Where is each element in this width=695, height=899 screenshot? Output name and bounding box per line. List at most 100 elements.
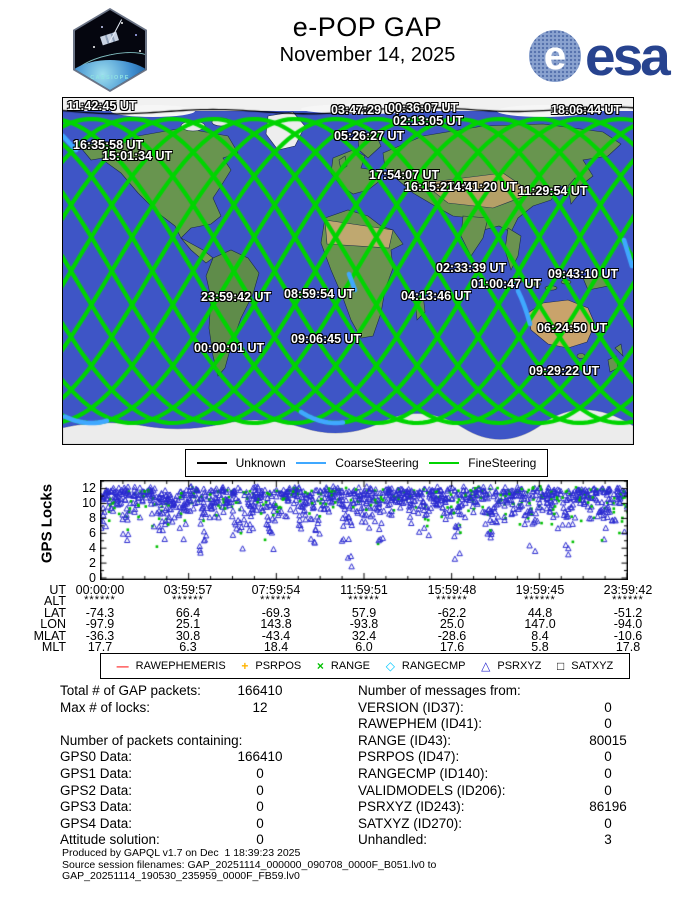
track-time-label: 15:01:34 UT xyxy=(102,149,173,163)
y-tick-label: 4 xyxy=(89,541,96,555)
axis-annotation-value: 6.3 xyxy=(179,640,197,655)
axis-annotation-row: LAT -74.3 66.4 -69.3 57.9 -62.2 44.8 -51.2 xyxy=(0,605,695,620)
axis-annotation-label: LAT xyxy=(44,605,66,620)
stat-label: GPS0 Data: xyxy=(60,749,133,765)
track-time-label: 16:15:27 UT xyxy=(404,180,475,194)
stat-value: 0 xyxy=(256,832,264,848)
track-time-label: 16:35:58 UT xyxy=(73,138,144,152)
stat-label: PSRXYZ (ID243): xyxy=(358,799,465,815)
axis-annotation-label: MLT xyxy=(41,640,66,655)
stat-value: 0 xyxy=(604,699,612,715)
stat-label: GPS4 Data: xyxy=(60,815,133,831)
report-footer: Produced by GAPQL v1.7 on Dec 1 18:39:23… xyxy=(62,847,436,883)
stat-row: PSRXYZ (ID243): 86196 xyxy=(358,799,658,816)
stat-value: 0 xyxy=(604,815,612,831)
track-time-label: 09:43:10 UT xyxy=(548,267,619,281)
stat-value: 0 xyxy=(604,716,612,732)
stat-value: 0 xyxy=(256,782,264,798)
axis-annotation-value: -10.6 xyxy=(613,628,643,643)
stat-label: Number of messages from: xyxy=(358,683,521,698)
stat-label: SATXYZ (ID270): xyxy=(358,815,463,831)
axis-annotation-value: 17.8 xyxy=(615,640,641,655)
legend-line-sample xyxy=(296,461,327,465)
axis-annotation-value: 147.0 xyxy=(524,617,556,632)
ground-track-overlay xyxy=(63,98,633,444)
stat-value: 166410 xyxy=(237,749,283,765)
stat-label: RANGE (ID43): xyxy=(358,732,452,748)
source-files-line-2: GAP_20251114_190530_235959_0000F_FB59.lv… xyxy=(62,870,300,882)
axis-annotation-value: ****** xyxy=(348,594,380,607)
axis-annotation-value: -36.3 xyxy=(85,628,115,643)
axis-annotation-row: MLAT -36.3 30.8 -43.4 32.4 -28.6 8.4 -10.6 xyxy=(0,628,695,643)
axis-annotation-row: UT 00:00:00 03:59:57 07:59:54 11:59:51 15:59:… xyxy=(0,583,695,597)
legend-label: PSRXYZ xyxy=(497,660,542,672)
track-time-label: 09:06:45 UT xyxy=(291,332,362,346)
y-tick-label: 8 xyxy=(89,511,96,525)
marker-legend-item: □ SATXYZ xyxy=(557,660,613,672)
stat-label: PSRPOS (ID47): xyxy=(358,749,460,765)
world-map: 11:42:45 UT 03:47:29 UT 00:36:07 UT 02:13:0… xyxy=(62,97,634,445)
steering-legend-item: Unknown xyxy=(196,456,286,470)
axis-annotation-value: 6.0 xyxy=(355,640,373,655)
stat-row: Number of messages from: xyxy=(358,683,658,700)
track-time-label: 06:24:50 UT xyxy=(537,321,608,335)
marker-legend-item: + PSRPOS xyxy=(241,660,301,672)
track-time-label: 23:59:42 UT xyxy=(201,290,272,304)
message-stats-column: Number of messages from: VERSION (ID37): 0… xyxy=(358,683,658,849)
stat-value: 0 xyxy=(604,782,612,798)
track-time-label: 04:13:46 UT xyxy=(401,289,472,303)
open-diamond-marker-icon: ◇ xyxy=(385,659,395,673)
track-time-label: 02:33:39 UT xyxy=(436,261,507,275)
stat-label: Total # of GAP packets: xyxy=(60,683,201,698)
axis-annotation-row: LON -97.9 25.1 143.8 -93.8 25.0 147.0 -94.0 xyxy=(0,617,695,632)
axis-annotation-row: MLT 17.7 6.3 18.4 6.0 17.6 5.8 17.8 xyxy=(0,640,695,655)
gps-locks-scatter-plot xyxy=(100,480,628,580)
axis-annotation-label: ALT xyxy=(44,594,66,609)
marker-legend-item: △ PSRXYZ xyxy=(481,660,541,672)
legend-label: PSRPOS xyxy=(255,660,302,672)
stat-label: GPS3 Data: xyxy=(60,799,133,815)
stat-label: RANGECMP (ID140): xyxy=(358,765,489,781)
stat-row: VALIDMODELS (ID206): 0 xyxy=(358,783,658,800)
plus-marker-icon: + xyxy=(241,659,249,673)
axis-annotation-value: 11:59:51 xyxy=(340,583,388,597)
axis-annotation-value: ****** xyxy=(84,594,116,607)
track-time-label: 01:00:47 UT xyxy=(471,277,542,291)
open-triangle-marker-icon: △ xyxy=(481,659,491,673)
stat-row: Total # of GAP packets: 166410 xyxy=(60,683,360,700)
stat-label: Max # of locks: xyxy=(60,699,151,715)
axis-annotation-value: 15:59:48 xyxy=(427,583,477,597)
stat-value: 0 xyxy=(604,749,612,765)
stat-row: GPS4 Data: 0 xyxy=(60,816,360,833)
axis-annotation-value: -94.0 xyxy=(613,617,643,632)
stat-row: Number of packets containing: xyxy=(60,733,360,750)
stat-row: VERSION (ID37): 0 xyxy=(358,700,658,717)
axis-annotation-row: ALT ****** ****** ****** ****** ****** ****** *… xyxy=(0,594,695,609)
stat-value: 166410 xyxy=(237,683,283,698)
y-tick-label: 6 xyxy=(89,526,96,540)
axis-annotation-value: -43.4 xyxy=(261,628,291,643)
axis-annotation-value: 32.4 xyxy=(351,628,377,643)
steering-legend-item: FineSteering xyxy=(429,456,536,470)
legend-label: CoarseSteering xyxy=(335,456,419,470)
steering-legend: Unknown CoarseSteering FineSteering xyxy=(185,449,548,477)
track-time-label: 02:13:05 UT xyxy=(393,114,464,128)
axis-annotation-value: 143.8 xyxy=(260,617,292,632)
stat-value: 3 xyxy=(604,832,612,848)
legend-line-sample xyxy=(196,461,227,465)
esa-logo: e esa xyxy=(529,28,671,84)
stat-row: Max # of locks: 12 xyxy=(60,700,360,717)
axis-annotation-label: LON xyxy=(40,617,66,632)
axis-annotation-value: 03:59:57 xyxy=(163,583,213,597)
open-square-marker-icon: □ xyxy=(557,659,565,673)
y-tick-label: 10 xyxy=(82,496,96,510)
legend-label: RAWEPHEMERIS xyxy=(135,660,226,672)
axis-annotation-value: ****** xyxy=(612,594,644,607)
axis-annotation-value: -93.8 xyxy=(349,617,379,632)
legend-label: FineSteering xyxy=(468,456,537,470)
stat-row: GPS2 Data: 0 xyxy=(60,783,360,800)
axis-annotation-value: ****** xyxy=(172,594,204,607)
steering-legend-item: CoarseSteering xyxy=(296,456,419,470)
gps-locks-axis-label: GPS Locks xyxy=(38,483,56,564)
track-time-label: 00:00:01 UT xyxy=(194,341,265,355)
